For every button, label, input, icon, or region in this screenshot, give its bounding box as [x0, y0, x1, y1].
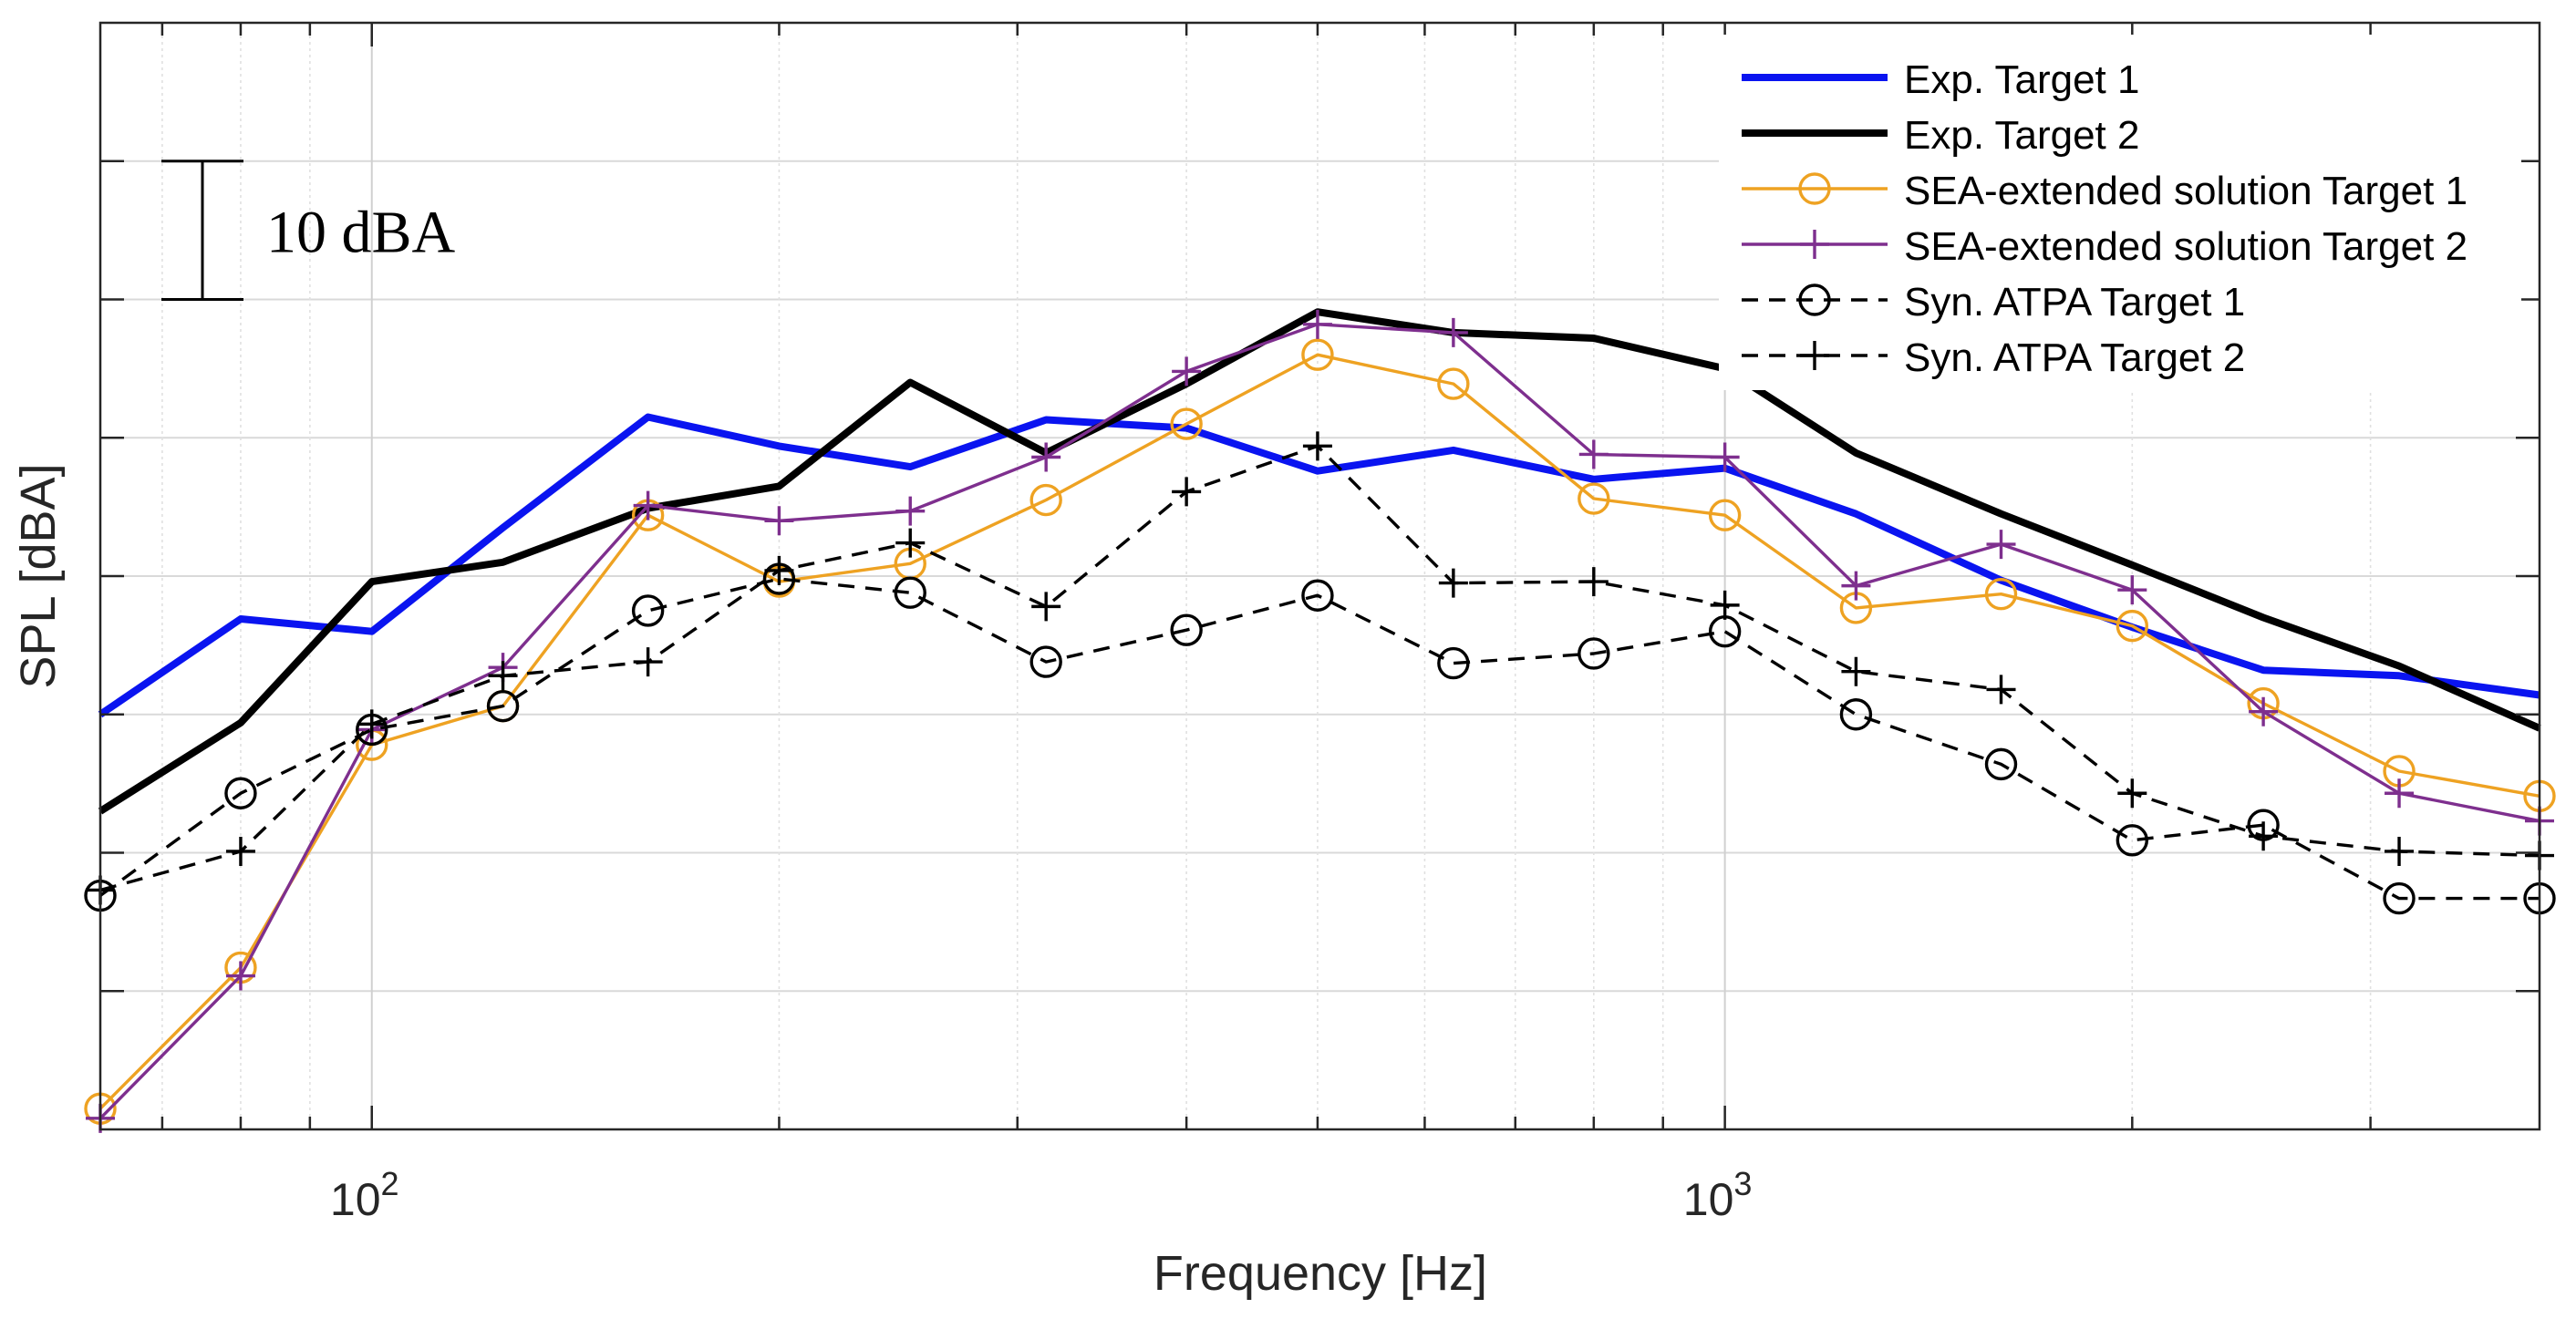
data-point-marker — [357, 709, 387, 739]
scale-bar: 10 dBA — [161, 160, 456, 301]
data-point-marker — [895, 496, 926, 526]
data-point-marker — [1839, 698, 1873, 731]
data-point-marker — [633, 490, 663, 520]
legend-entry: Syn. ATPA Target 1 — [1742, 280, 2245, 325]
data-point-marker — [2117, 778, 2147, 809]
data-point-marker — [1984, 747, 2018, 781]
data-point-marker — [488, 661, 518, 691]
data-point-marker — [2385, 836, 2415, 866]
legend-entry: Exp. Target 2 — [1742, 113, 2139, 158]
data-point-marker — [1438, 568, 1468, 598]
data-point-marker — [2383, 881, 2416, 915]
legend-entry: Exp. Target 1 — [1742, 57, 2139, 102]
data-point-marker — [2249, 821, 2279, 851]
legend-swatch-marker — [1798, 172, 1831, 205]
data-point-marker — [2385, 778, 2415, 809]
legend-label: Exp. Target 2 — [1904, 113, 2139, 158]
data-point-marker — [1578, 567, 1609, 597]
axis-ticks — [100, 23, 2540, 1129]
data-point-marker — [1841, 571, 1871, 601]
legend-swatch-marker — [1800, 341, 1829, 370]
legend-label: SEA-extended solution Target 2 — [1904, 224, 2467, 269]
data-point-marker — [1986, 675, 2016, 705]
data-point-marker — [764, 506, 794, 536]
x-tick-label: 102 — [330, 1165, 399, 1225]
data-point-marker — [1437, 646, 1470, 680]
series-line — [98, 577, 2540, 901]
legend-box — [1719, 35, 2521, 390]
data-point-marker — [1302, 431, 1332, 461]
y-axis-label: SPL [dBA] — [11, 463, 66, 688]
data-point-marker — [2116, 609, 2149, 643]
data-point-marker — [1578, 637, 1610, 670]
data-point-marker — [1172, 356, 1202, 386]
data-point-marker — [224, 777, 257, 809]
series — [84, 308, 2556, 1133]
data-point-marker — [1984, 578, 2018, 611]
data-point-marker — [2249, 696, 2279, 726]
data-point-marker — [1172, 477, 1202, 507]
x-axis-label: Frequency [Hz] — [1154, 1246, 1487, 1301]
data-point-marker — [1986, 530, 2016, 560]
data-point-marker — [1029, 483, 1062, 517]
data-point-marker — [633, 647, 663, 677]
legend-entry: SEA-extended solution Target 2 — [1742, 224, 2467, 269]
data-point-marker — [486, 689, 520, 723]
data-point-marker — [631, 594, 665, 627]
data-point-marker — [1578, 439, 1609, 469]
data-point-marker — [1708, 499, 1742, 531]
legend-label: Exp. Target 1 — [1904, 57, 2139, 102]
data-point-marker — [895, 528, 926, 558]
x-tick-labels: 102 103 — [330, 1165, 1753, 1225]
scale-bar-label: 10 dBA — [266, 200, 456, 266]
series-syn-atpa-target-2 — [86, 431, 2554, 905]
data-point-marker — [1578, 482, 1610, 515]
data-point-marker — [1170, 613, 1203, 646]
x-tick-label: 103 — [1683, 1165, 1753, 1225]
data-point-marker — [1301, 338, 1334, 371]
data-point-marker — [225, 836, 255, 866]
legend-swatch-marker — [1800, 230, 1829, 259]
legend-entry: SEA-extended solution Target 1 — [1742, 169, 2467, 213]
data-point-marker — [1029, 645, 1062, 678]
data-point-marker — [1031, 442, 1061, 472]
legend-label: Syn. ATPA Target 2 — [1904, 335, 2245, 380]
legend: Exp. Target 1 Exp. Target 2 SEA-extended s… — [1719, 35, 2521, 390]
legend-swatch-marker — [1798, 283, 1831, 316]
legend-label: Syn. ATPA Target 1 — [1904, 280, 2245, 325]
legend-label: SEA-extended solution Target 1 — [1904, 169, 2467, 213]
data-point-marker — [1438, 317, 1468, 347]
data-point-marker — [2116, 824, 2149, 857]
data-point-marker — [1710, 590, 1740, 620]
data-point-marker — [2117, 575, 2147, 605]
data-point-marker — [1841, 656, 1871, 686]
data-point-marker — [1302, 309, 1332, 339]
data-point-marker — [1437, 367, 1470, 400]
data-point-marker — [1031, 592, 1061, 622]
data-point-marker — [1710, 442, 1740, 472]
data-point-marker — [1301, 579, 1334, 612]
legend-entry: Syn. ATPA Target 2 — [1742, 335, 2245, 380]
data-point-marker — [764, 555, 794, 585]
data-point-marker — [1170, 407, 1203, 440]
data-point-marker — [225, 961, 255, 991]
data-point-marker — [894, 576, 926, 609]
